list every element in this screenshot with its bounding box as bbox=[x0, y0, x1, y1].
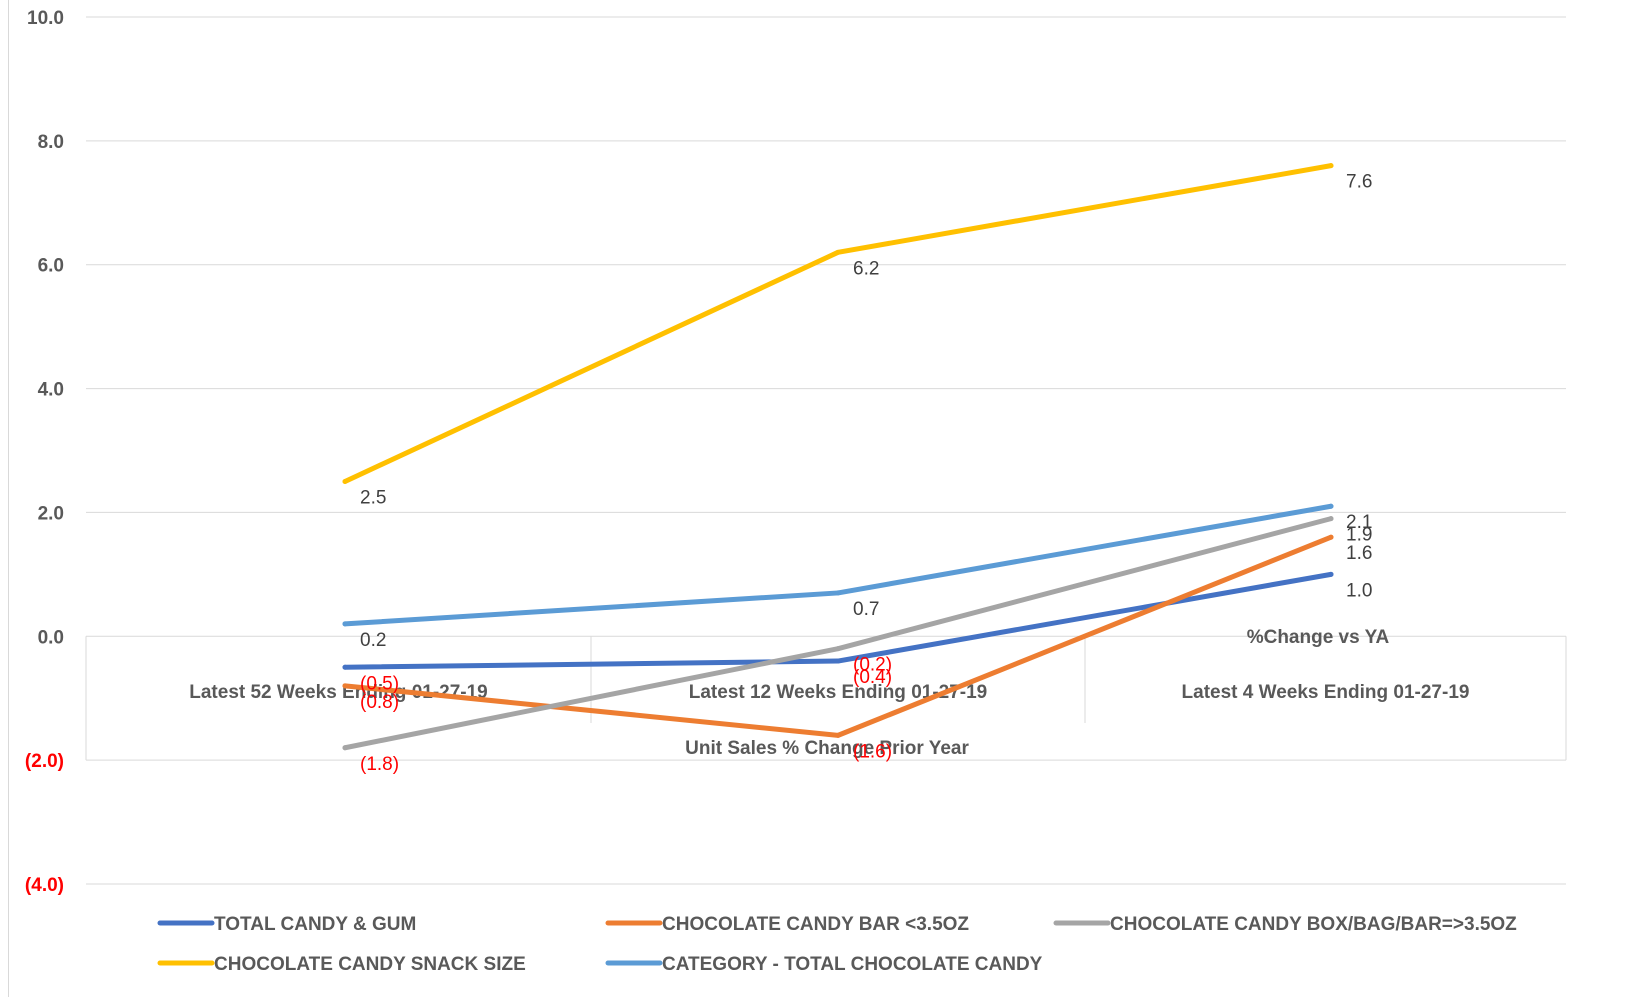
y-tick-label: (2.0) bbox=[25, 751, 64, 772]
data-point bbox=[1328, 503, 1334, 509]
data-point bbox=[835, 249, 841, 255]
data-point bbox=[1328, 516, 1334, 522]
data-point bbox=[835, 590, 841, 596]
data-point bbox=[835, 732, 841, 738]
y-tick-label: 4.0 bbox=[38, 380, 64, 401]
data-label: (0.2) bbox=[853, 655, 892, 676]
legend-label: CHOCOLATE CANDY SNACK SIZE bbox=[214, 954, 526, 975]
x-tick-label: Latest 12 Weeks Ending 01-27-19 bbox=[689, 682, 988, 703]
legend-label: TOTAL CANDY & GUM bbox=[214, 914, 416, 935]
chart-left-border bbox=[8, 0, 9, 997]
data-label: 0.2 bbox=[360, 630, 386, 651]
data-label: 1.0 bbox=[1346, 580, 1372, 601]
data-label: 0.7 bbox=[853, 599, 879, 620]
data-point bbox=[1328, 163, 1334, 169]
y-tick-label: 2.0 bbox=[38, 503, 64, 524]
x-tick-label: Latest 4 Weeks Ending 01-27-19 bbox=[1182, 682, 1470, 703]
legend-label: CHOCOLATE CANDY BOX/BAG/BAR=>3.5OZ bbox=[1110, 914, 1517, 935]
data-label: (0.4) bbox=[853, 667, 892, 688]
y-tick-label: (4.0) bbox=[25, 875, 64, 896]
series-lines bbox=[342, 163, 1334, 751]
data-label: 2.5 bbox=[360, 487, 386, 508]
data-point bbox=[1328, 534, 1334, 540]
series-line bbox=[342, 571, 1334, 670]
data-point bbox=[835, 646, 841, 652]
y-tick-label: 0.0 bbox=[38, 627, 64, 648]
data-label: 2.1 bbox=[1346, 512, 1372, 533]
y-tick-label: 10.0 bbox=[27, 8, 64, 29]
legend-label: CHOCOLATE CANDY BAR <3.5OZ bbox=[662, 914, 969, 935]
data-point bbox=[342, 683, 348, 689]
legend: TOTAL CANDY & GUM CHOCOLATE CANDY BAR <3.… bbox=[157, 914, 1517, 975]
data-point bbox=[342, 621, 348, 627]
series-line bbox=[342, 516, 1334, 751]
data-point bbox=[342, 478, 348, 484]
data-point bbox=[835, 658, 841, 664]
x-tick-label: Latest 52 Weeks Ending 01-27-19 bbox=[189, 682, 488, 703]
data-label: 6.2 bbox=[853, 258, 879, 279]
y-axis-ticks: 10.0 8.0 6.0 4.0 2.0 0.0 (2.0) (4.0) bbox=[25, 8, 64, 896]
category-axis: %Change vs YA Unit Sales % Change Prior … bbox=[85, 627, 1567, 761]
x-axis-header: %Change vs YA bbox=[1247, 627, 1390, 648]
data-label: (0.8) bbox=[360, 692, 399, 713]
data-label: (1.6) bbox=[853, 741, 892, 762]
data-point bbox=[342, 745, 348, 751]
data-label: (1.8) bbox=[360, 754, 399, 775]
data-label: (0.5) bbox=[360, 673, 399, 694]
series-line bbox=[342, 163, 1334, 484]
data-label: 7.6 bbox=[1346, 172, 1372, 193]
gridlines bbox=[86, 16, 1566, 885]
x-axis-title: Unit Sales % Change Prior Year bbox=[685, 738, 969, 759]
data-labels: (0.5) (0.4)1.0(0.8)(1.6)1.6(1.8)(0.2)1.92… bbox=[360, 172, 1372, 775]
data-label: 1.9 bbox=[1346, 525, 1372, 546]
series-line bbox=[342, 503, 1334, 627]
y-tick-label: 6.0 bbox=[38, 256, 64, 277]
data-label: 1.6 bbox=[1346, 543, 1372, 564]
legend-label: CATEGORY - TOTAL CHOCOLATE CANDY bbox=[662, 954, 1043, 975]
data-point bbox=[1328, 571, 1334, 577]
y-tick-label: 8.0 bbox=[38, 132, 64, 153]
data-point bbox=[342, 664, 348, 670]
